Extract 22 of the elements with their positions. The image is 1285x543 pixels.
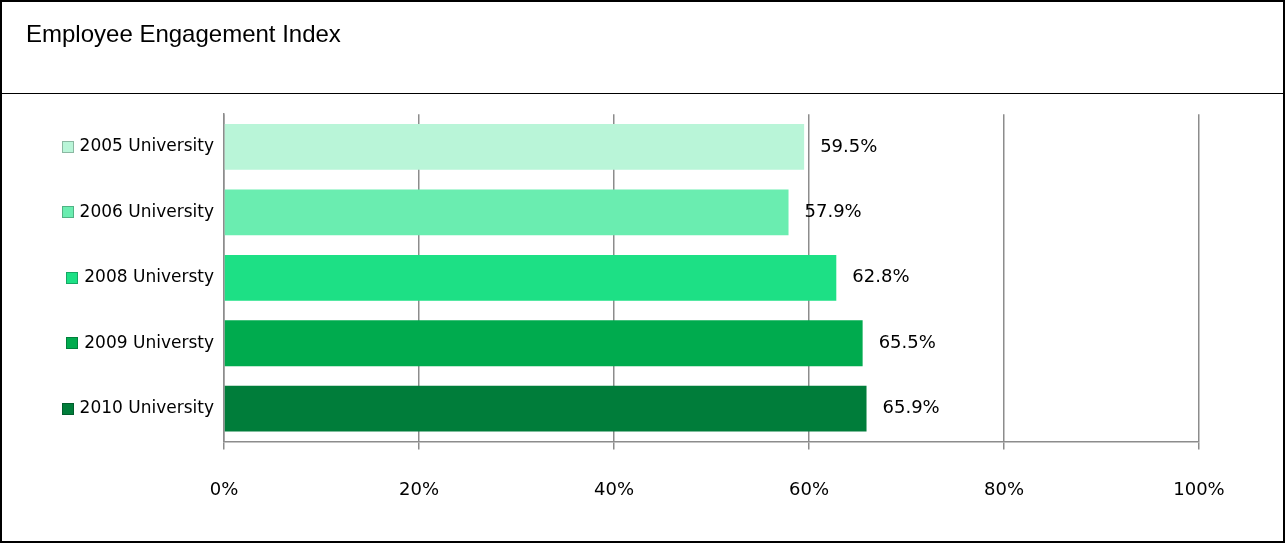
x-tick-label: 60% bbox=[788, 477, 830, 499]
x-tick-label: 20% bbox=[398, 477, 440, 499]
bar bbox=[224, 189, 789, 236]
data-label: 62.8% bbox=[852, 265, 910, 287]
x-tick-label: 100% bbox=[1173, 477, 1225, 499]
y-tick-label: 2006 University bbox=[79, 200, 214, 221]
data-label: 57.9% bbox=[804, 200, 862, 222]
y-tick-label: 2005 University bbox=[79, 135, 214, 156]
chart-title: Employee Engagement Index bbox=[2, 2, 1283, 94]
x-tick-label: 40% bbox=[593, 477, 635, 499]
bar bbox=[224, 254, 837, 301]
y-tick-label: 2010 University bbox=[79, 397, 214, 418]
bar bbox=[224, 124, 805, 170]
bar bbox=[224, 385, 867, 432]
y-tick-label: 2009 Universty bbox=[84, 331, 214, 352]
data-label: 65.5% bbox=[878, 330, 936, 352]
y-tick-label: 2008 Universty bbox=[84, 266, 214, 287]
x-tick-label: 80% bbox=[983, 477, 1025, 499]
data-label: 65.9% bbox=[882, 396, 940, 418]
bar bbox=[224, 320, 863, 367]
data-label: 59.5% bbox=[820, 134, 878, 156]
x-tick-label: 0% bbox=[209, 477, 239, 499]
